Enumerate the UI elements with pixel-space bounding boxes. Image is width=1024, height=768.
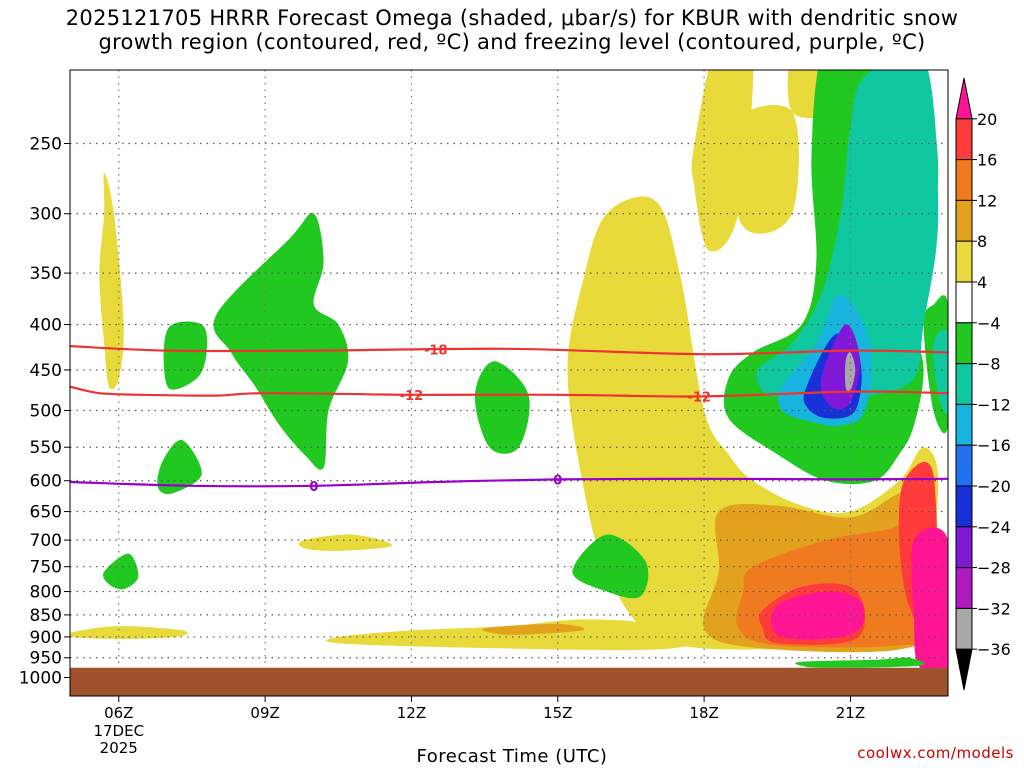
y-axis: 2503003504004505005506006507007508008509… xyxy=(19,135,70,689)
x-tick-sublabel: 2025 xyxy=(100,739,138,757)
colorbar-swatch xyxy=(955,199,973,242)
colorbar-label: 12 xyxy=(977,191,997,210)
colorbar-swatch xyxy=(955,118,973,161)
x-tick-sublabel: 17DEC xyxy=(93,722,144,740)
colorbar-swatch xyxy=(955,485,973,528)
source-credit: coolwx.com/models xyxy=(857,744,1014,762)
y-tick-label-450: 450 xyxy=(30,361,62,381)
y-tick-label-600: 600 xyxy=(30,472,62,492)
x-tick-label-09Z: 09Z xyxy=(250,704,279,722)
omega-region-14 xyxy=(911,527,948,678)
x-axis-title: Forecast Time (UTC) xyxy=(416,746,608,767)
y-tick-label-250: 250 xyxy=(30,135,62,155)
colorbar-label: −36 xyxy=(977,640,1011,659)
colorbar-label: −4 xyxy=(977,314,1001,333)
colorbar-swatch xyxy=(955,444,973,487)
colorbar-label: 20 xyxy=(977,110,997,129)
colorbar-label: −32 xyxy=(977,599,1011,618)
colorbar-swatch xyxy=(955,607,973,650)
omega-region-29 xyxy=(845,352,856,393)
y-tick-label-500: 500 xyxy=(30,402,62,422)
colorbar-label: −16 xyxy=(977,436,1011,455)
colorbar: 20 16 12 8 4 −4 −8 −12 −16 −20 −24 −28 −32 −36 xyxy=(955,77,1011,691)
colorbar-swatch xyxy=(955,240,973,283)
y-tick-label-950: 950 xyxy=(30,649,62,669)
omega-region-8 xyxy=(482,623,585,635)
y-tick-label-700: 700 xyxy=(30,531,62,551)
y-tick-label-400: 400 xyxy=(30,316,62,336)
y-tick-label-800: 800 xyxy=(30,583,62,603)
omega-region-16 xyxy=(163,321,208,390)
x-tick-label-12Z: 12Z xyxy=(397,704,426,722)
terrain-ground xyxy=(70,667,948,696)
contour-line-0 xyxy=(70,477,948,488)
colorbar-swatch xyxy=(955,159,973,201)
plot-frame xyxy=(69,69,949,697)
contour-label--12: -12 xyxy=(400,389,424,404)
colorbar-label: 8 xyxy=(977,232,987,251)
omega-region-2 xyxy=(298,534,393,552)
contour-label--12: -12 xyxy=(687,390,711,405)
colorbar-swatch xyxy=(955,567,973,609)
omega-region-13 xyxy=(771,591,865,640)
contour-label-0: 0 xyxy=(309,480,318,495)
colorbar-label: 4 xyxy=(977,273,987,292)
colorbar-swatch xyxy=(955,363,973,405)
colorbar-swatch xyxy=(955,526,973,569)
omega-region-24 xyxy=(756,70,939,397)
omega-region-15 xyxy=(213,212,349,470)
y-tick-label-300: 300 xyxy=(30,205,62,225)
contour-line--12 xyxy=(70,385,948,398)
y-tick-label-650: 650 xyxy=(30,503,62,523)
y-tick-label-900: 900 xyxy=(30,628,62,648)
colorbar-top-arrow xyxy=(955,77,973,120)
colorbar-label: −24 xyxy=(977,518,1011,537)
y-tick-label-1000: 1000 xyxy=(19,669,62,689)
y-tick-label-850: 850 xyxy=(30,606,62,626)
chart-title-line-2: growth region (contoured, red, ºC) and f… xyxy=(98,30,926,54)
colorbar-label: −12 xyxy=(977,395,1011,414)
omega-region-6 xyxy=(725,104,799,234)
contour-label--18: -18 xyxy=(424,344,448,359)
x-tick-label-06Z: 06Z xyxy=(104,704,133,722)
contour-layer: -18 -12 -12 0 0 xyxy=(70,344,948,495)
omega-region-18 xyxy=(103,553,139,590)
x-tick-label-15Z: 15Z xyxy=(543,704,572,722)
colorbar-swatch xyxy=(955,281,973,324)
contour-label-0: 0 xyxy=(553,473,562,488)
x-tick-label-18Z: 18Z xyxy=(689,704,718,722)
plot-area: -18 -12 -12 0 0 xyxy=(70,70,948,696)
colorbar-swatch xyxy=(955,322,973,365)
omega-shading-layer xyxy=(70,70,948,678)
colorbar-swatch xyxy=(955,403,973,446)
chart-title: 2025121705 HRRR Forecast Omega (shaded, … xyxy=(0,6,1024,54)
colorbar-label: −20 xyxy=(977,477,1011,496)
omega-region-0 xyxy=(99,173,124,390)
y-tick-label-350: 350 xyxy=(30,264,62,284)
omega-region-19 xyxy=(474,361,530,454)
y-tick-label-750: 750 xyxy=(30,558,62,578)
chart-title-line-1: 2025121705 HRRR Forecast Omega (shaded, … xyxy=(65,6,959,30)
colorbar-label: 16 xyxy=(977,151,997,170)
colorbar-label: −28 xyxy=(977,559,1011,578)
omega-region-23 xyxy=(795,657,925,668)
ground-layer xyxy=(70,667,948,696)
contour-line--18 xyxy=(70,345,948,356)
colorbar-label: −8 xyxy=(977,355,1001,374)
colorbar-bottom-arrow xyxy=(955,648,973,691)
x-tick-label-21Z: 21Z xyxy=(836,704,865,722)
omega-region-1 xyxy=(70,626,188,639)
y-tick-label-550: 550 xyxy=(30,438,62,458)
grid-lines xyxy=(70,70,948,696)
